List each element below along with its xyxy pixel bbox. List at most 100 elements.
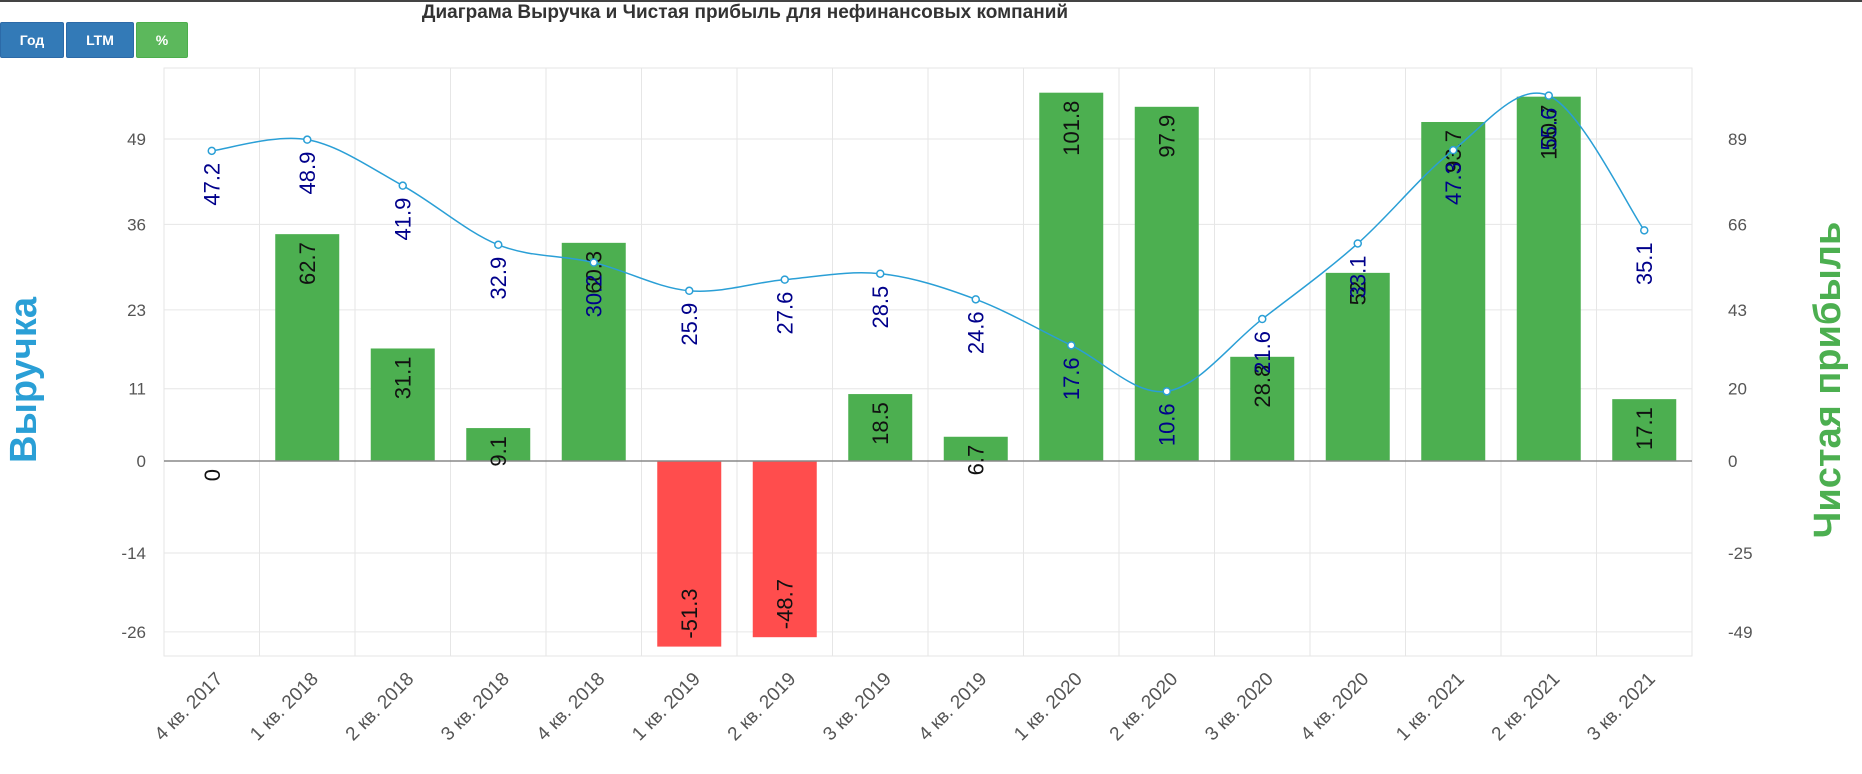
bar-10 [1134,106,1199,462]
revenue-point [1544,91,1553,100]
bar-7 [848,394,913,461]
revenue-point [1258,314,1267,324]
percent-button[interactable]: % [136,22,188,58]
bar-value-label: 28.8 [1250,365,1275,408]
revenue-value-label: 47.3 [1441,162,1466,205]
bar-14 [1516,96,1581,461]
right-tick-label: 89 [1728,130,1747,149]
revenue-value-label: 27.6 [773,292,798,335]
revenue-value-label: 25.9 [677,303,702,346]
x-tick-label: 2 кв. 2020 [1106,669,1182,745]
revenue-point [1640,226,1649,235]
revenue-value-label: 47.2 [200,163,225,206]
x-tick-label: 1 кв. 2021 [1392,669,1468,745]
right-tick-label: -25 [1728,544,1753,563]
right-tick-label: -49 [1728,623,1753,642]
x-tick-label: 1 кв. 2020 [1010,669,1086,745]
bar-value-label: 97.9 [1155,115,1180,158]
revenue-point [876,269,885,278]
revenue-value-label: 21.6 [1250,331,1275,374]
bar-value-label: -48.7 [773,579,798,629]
revenue-value-label: 32.9 [486,257,511,300]
revenue-point [1067,341,1076,350]
bar-value-label: 60.3 [582,251,607,294]
x-tick-label: 1 кв. 2019 [628,669,704,745]
revenue-point [685,286,694,296]
x-tick-label: 2 кв. 2021 [1488,669,1564,745]
bar-value-label: 17.1 [1632,407,1657,450]
revenue-value-label: 24.6 [964,311,989,354]
revenue-point [971,295,980,304]
bar-6 [752,461,817,638]
left-tick-label: 0 [137,452,146,471]
bar-value-label: -51.3 [677,588,702,638]
x-tick-label: 3 кв. 2020 [1201,669,1277,745]
left-tick-label: 49 [127,130,146,149]
x-tick-label: 4 кв. 2018 [533,669,609,745]
ltm-button[interactable]: LTM [66,22,134,58]
bar-3 [466,428,531,461]
x-tick-label: 1 кв. 2018 [246,669,322,745]
x-tick-label: 4 кв. 2019 [915,669,991,745]
x-tick-label: 3 кв. 2019 [819,669,895,745]
revenue-point [780,275,789,284]
x-tick-label: 3 кв. 2021 [1583,669,1659,745]
bar-13 [1421,121,1486,461]
right-axis-title: Чистая прибыль [1807,222,1849,539]
revenue-value-label: 30.2 [582,275,607,318]
revenue-value-label: 33.1 [1346,255,1371,298]
left-tick-label: 11 [128,380,146,399]
bar-1 [275,234,340,461]
x-tick-label: 4 кв. 2020 [1297,669,1373,745]
x-tick-label: 2 кв. 2018 [342,669,418,745]
bar-value-label: 100.7 [1537,105,1562,160]
bar-9 [1039,92,1104,462]
revenue-point [589,258,598,267]
left-tick-label: 36 [127,215,146,234]
year-button[interactable]: Год [0,22,64,58]
x-tick-label: 2 кв. 2019 [724,669,800,745]
top-border [0,0,1862,2]
bar-value-label: 6.7 [964,445,989,476]
revenue-value-label: 48.9 [295,152,320,195]
revenue-point [494,240,503,250]
revenue-value-label: 55.6 [1537,108,1562,151]
revenue-point [1353,239,1362,248]
bar-value-label: 9.1 [486,436,511,467]
bar-value-label: 101.8 [1059,101,1084,156]
revenue-point [303,135,312,144]
bar-value-label: 31.1 [391,356,416,399]
revenue-value-label: 17.6 [1059,357,1084,400]
right-tick-label: 43 [1728,301,1747,320]
revenue-profit-chart: 49 89 36 66 23 43 11 20 0 0 -14 -25 -26 -49 0 62.7 31.1 9… [3,67,1849,745]
right-tick-label: 20 [1728,380,1747,399]
left-tick-label: 23 [127,301,146,320]
period-toggle-group: Год LTM % [0,22,188,58]
chart-title: Диаграма Выручка и Чистая прибыль для не… [421,2,1069,23]
bar-4 [561,242,626,461]
bar-5 [657,461,722,647]
bar-value-label: 52 [1346,281,1371,305]
bar-15 [1612,399,1677,461]
revenue-value-label: 10.6 [1155,403,1180,446]
bar-value-label: 62.7 [295,242,320,285]
revenue-value-label: 41.9 [391,198,416,241]
bar-11 [1230,356,1295,461]
x-tick-label: 4 кв. 2017 [151,669,227,745]
bar-12 [1325,272,1390,461]
right-tick-label: 66 [1728,215,1747,234]
left-tick-label: -26 [121,623,146,642]
bar-value-label: 0 [200,469,225,481]
revenue-point [207,146,216,156]
revenue-point [1449,145,1458,155]
bar-8 [943,436,1008,461]
left-tick-label: -14 [121,544,146,563]
revenue-value-label: 35.1 [1632,242,1657,285]
revenue-value-label: 28.5 [868,286,893,329]
left-axis-title: Выручка [3,296,45,463]
x-tick-label: 3 кв. 2018 [437,669,513,745]
bar-value-label: 18.5 [868,402,893,445]
revenue-point [398,181,407,190]
bar-2 [370,348,435,461]
right-tick-label: 0 [1728,452,1737,471]
